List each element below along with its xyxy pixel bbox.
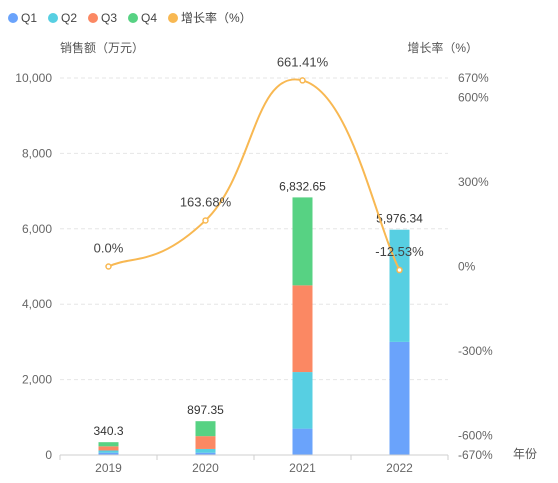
growth-label: 0.0% [94,241,124,256]
growth-point-2020 [202,217,209,224]
y-tick-label: 8,000 [22,146,52,160]
y-tick-label: 4,000 [22,297,52,311]
legend-swatch [128,13,138,23]
total-labels: 340.3 897.35 6,832.65 5,976.34 [93,179,423,438]
bar-q2-2019 [98,450,119,453]
legend-swatch [88,13,98,23]
total-label: 897.35 [187,403,224,417]
bar-q3-2021 [292,285,313,373]
left-y-axis: 0 2,000 4,000 6,000 8,000 10,000 [15,71,52,462]
legend: Q1 Q2 Q3 Q4 增长率（%） [8,10,252,25]
growth-label: -12.53% [375,244,424,259]
y-tick-label: 2,000 [22,373,52,387]
total-label: 5,976.34 [376,212,423,226]
y2-tick-label: 300% [458,175,489,189]
growth-point-2019 [105,263,112,270]
bar-q2-2021 [292,372,313,429]
x-tick-label: 2021 [289,461,316,475]
y2-tick-label: 600% [458,91,489,105]
y-tick-label: 6,000 [22,222,52,236]
legend-swatch [48,13,58,23]
growth-point-2021 [299,77,306,84]
bar-q4-2020 [195,421,216,437]
right-y-axis: -670% -600% -300% 0% 300% 600% 670% [458,71,493,462]
bar-q3-2020 [195,436,216,449]
total-label: 6,832.65 [279,179,326,193]
legend-label: 增长率（%） [181,10,252,25]
y2-tick-label: -600% [458,428,493,442]
bar-q4-2021 [292,197,313,286]
x-axis-title: 年份 [513,447,537,461]
y2-tick-label: 0% [458,260,476,274]
bar-q3-2019 [98,446,119,451]
y-tick-label: 0 [45,448,52,462]
growth-line-series: 0.0% 163.68% 661.41% -12.53% [94,54,424,274]
y2-axis-title: 增长率（%） [407,40,478,55]
y2-tick-label: -670% [458,448,493,462]
growth-line [108,78,401,271]
x-tick-label: 2020 [192,461,219,475]
bar-q1-2021 [292,428,313,455]
bar-q1-2022 [389,341,410,455]
growth-label: 661.41% [277,54,329,69]
bar-q1-2020 [195,452,216,455]
legend-swatch [8,13,18,23]
stacked-bars [98,197,410,455]
x-tick-label: 2019 [95,461,122,475]
y-axis-title: 销售额（万元） [60,40,144,55]
bar-q4-2019 [98,442,119,447]
x-tick-label: 2022 [386,461,413,475]
y-tick-label: 10,000 [15,71,52,85]
bar-q2-2020 [195,448,216,453]
legend-label: Q4 [141,11,157,25]
legend-label: Q2 [61,11,77,25]
growth-label: 163.68% [180,194,232,209]
y2-tick-label: 670% [458,71,489,85]
legend-label: Q1 [21,11,37,25]
legend-swatch [168,13,178,23]
legend-label: Q3 [101,11,117,25]
x-axis: 2019 2020 2021 2022 [59,454,449,475]
y2-tick-label: -300% [458,344,493,358]
bar-q1-2019 [98,452,119,455]
growth-point-2022 [396,266,403,274]
total-label: 340.3 [93,424,123,438]
